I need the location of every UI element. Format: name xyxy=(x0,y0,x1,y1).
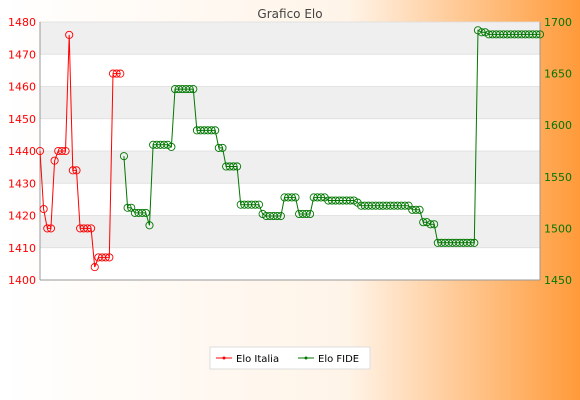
data-point-italia xyxy=(46,224,55,233)
data-point-fide xyxy=(218,143,227,152)
data-point-fide xyxy=(207,126,216,135)
data-point-fide xyxy=(535,30,545,39)
data-point-fide xyxy=(532,30,541,39)
data-point-italia xyxy=(65,30,74,39)
data-point-fide xyxy=(306,209,315,219)
data-point-italia xyxy=(72,166,81,175)
left-tick-label: 1460 xyxy=(8,81,36,94)
data-point-italia xyxy=(43,224,52,233)
legend-item-italia: Elo Italia xyxy=(216,354,279,365)
data-point-fide xyxy=(400,201,410,210)
data-point-fide xyxy=(138,208,147,217)
data-point-fide xyxy=(415,205,424,214)
legend-box xyxy=(209,346,371,370)
grid-band xyxy=(40,86,540,119)
data-point-fide xyxy=(430,220,439,229)
data-point-fide xyxy=(119,152,128,161)
data-point-italia xyxy=(87,224,96,233)
right-tick-label: 1700 xyxy=(544,16,572,29)
data-point-fide xyxy=(233,162,242,171)
data-point-italia xyxy=(50,156,59,165)
data-point-fide xyxy=(214,143,223,152)
data-point-fide xyxy=(145,221,154,230)
left-tick-label: 1440 xyxy=(8,145,36,158)
legend-fide-label: Elo FIDE xyxy=(318,354,359,365)
left-tick-label: 1430 xyxy=(8,177,36,190)
legend-italia-label: Elo Italia xyxy=(236,354,279,365)
data-point-fide xyxy=(123,203,132,212)
data-point-fide xyxy=(211,126,220,135)
left-tick-label: 1470 xyxy=(8,48,36,61)
data-point-italia xyxy=(90,263,99,272)
data-point-fide xyxy=(470,238,479,247)
data-point-italia xyxy=(57,146,66,156)
right-tick-label: 1550 xyxy=(544,171,572,184)
data-point-fide xyxy=(229,162,238,171)
data-point-fide xyxy=(273,211,282,221)
data-point-italia xyxy=(101,253,110,262)
data-point-fide xyxy=(287,193,296,202)
left-tick-label: 1410 xyxy=(8,242,36,255)
data-point-fide xyxy=(160,140,169,149)
legend: Elo Italia Elo FIDE xyxy=(209,346,371,370)
left-tick-label: 1480 xyxy=(8,16,36,29)
legend-fide-marker xyxy=(304,356,308,360)
left-tick-label: 1450 xyxy=(8,113,36,126)
data-point-italia xyxy=(68,166,77,175)
data-point-fide xyxy=(291,193,300,202)
data-point-fide xyxy=(141,208,150,217)
data-point-fide xyxy=(251,200,260,209)
data-point-fide xyxy=(189,85,198,94)
data-point-fide xyxy=(346,196,355,205)
data-point-fide xyxy=(167,142,176,151)
right-tick-label: 1650 xyxy=(544,68,572,81)
data-point-italia xyxy=(112,69,121,78)
grid-band xyxy=(40,151,540,184)
data-point-italia xyxy=(39,204,48,214)
data-point-fide xyxy=(302,209,311,219)
legend-italia-marker xyxy=(222,356,226,360)
data-point-fide xyxy=(477,28,486,37)
data-point-fide xyxy=(419,218,428,227)
right-tick-label: 1500 xyxy=(544,222,572,235)
right-tick-label: 1600 xyxy=(544,119,572,132)
grid-band xyxy=(40,22,540,55)
left-tick-label: 1400 xyxy=(8,274,36,287)
right-tick-label: 1450 xyxy=(544,274,572,287)
data-point-fide xyxy=(316,193,326,202)
data-point-fide xyxy=(466,238,475,247)
data-point-italia xyxy=(83,224,92,233)
data-point-italia xyxy=(116,69,125,78)
left-tick-label: 1420 xyxy=(8,210,36,223)
data-point-fide xyxy=(276,211,285,221)
data-point-fide xyxy=(426,220,435,229)
data-point-italia xyxy=(105,253,114,262)
legend-item-fide: Elo FIDE xyxy=(298,354,359,365)
data-point-italia xyxy=(61,146,70,156)
data-point-italia xyxy=(35,146,45,156)
data-point-fide xyxy=(185,85,194,94)
data-point-fide xyxy=(254,200,264,209)
data-point-fide xyxy=(411,205,420,214)
chart-title: Grafico Elo xyxy=(257,7,322,21)
